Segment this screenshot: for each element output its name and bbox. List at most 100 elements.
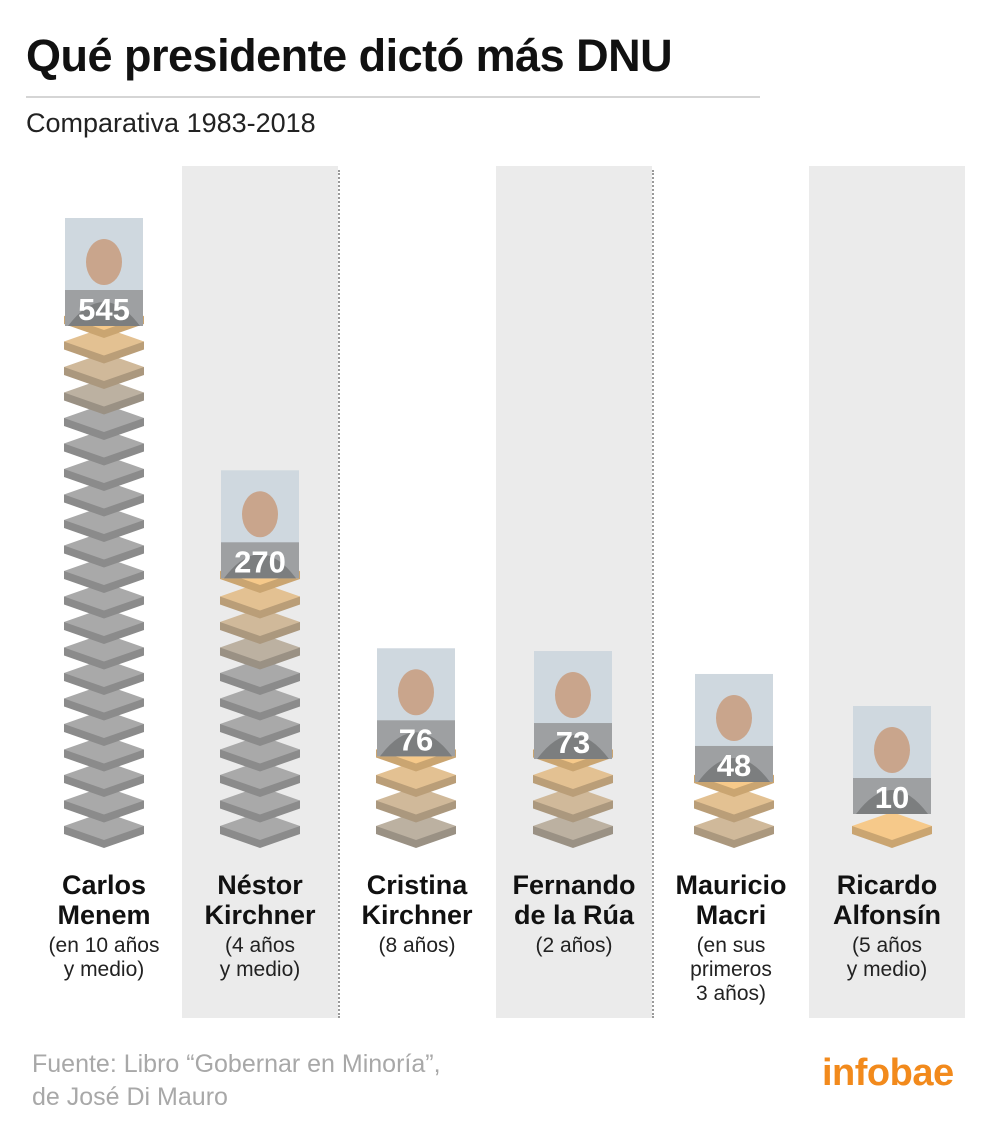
president-term-cristina-kirchner: (8 años) [339,934,495,958]
president-first-name: Cristina [366,870,468,900]
president-first-name: Mauricio [675,870,787,900]
president-first-name: Ricardo [836,870,938,900]
president-term-carlos-menem: (en 10 años y medio) [26,934,182,982]
dnu-layer [64,378,144,415]
dnu-layer [533,761,613,797]
dnu-layer [220,710,300,746]
president-term-mauricio-macri: (en sus primeros 3 años) [653,934,809,1006]
portrait-cristina-kirchner [377,648,455,757]
president-name-mauricio-macri: Mauricio Macri [653,870,809,930]
dnu-layer [64,327,144,364]
portrait-fernando-de-la-rua [534,651,612,760]
source-line: de José Di Mauro [32,1083,228,1111]
dnu-layer [220,761,300,797]
term-line: (4 años [224,934,296,957]
dnu-layer [64,761,144,797]
term-line: primeros [690,958,772,981]
president-last-name: de la Rúa [513,900,635,930]
source-note: Fuente: Libro “Gobernar en Minoría”, de … [32,1048,441,1114]
portrait-carlos-menem [65,218,143,326]
president-last-name: Alfonsín [833,900,941,930]
dnu-layer [64,480,144,517]
dnu-layer [376,812,456,848]
dnu-layer [220,786,300,823]
dnu-layer [220,608,300,644]
dnu-layer [64,531,144,568]
dnu-layer [64,404,144,440]
value-label-mauricio-macri: 48 [717,748,751,783]
dnu-layer [220,684,300,721]
president-last-name: Macri [695,900,767,930]
dnu-layer [64,735,144,772]
president-first-name: Néstor [217,870,303,900]
column-separator [652,170,654,1018]
column-band-ricardo [809,166,965,1018]
dnu-layer [64,786,144,823]
president-last-name: Kirchner [204,900,316,930]
dnu-layer [694,786,774,823]
dnu-layer [220,735,300,772]
dnu-layer [694,812,774,848]
term-line: (5 años [851,934,923,957]
president-term-ricardo-alfonsin: (5 años y medio) [809,934,965,982]
dnu-layer [64,659,144,695]
portrait-ricardo-alfonsin [853,706,931,814]
president-term-nestor-kirchner: (4 años y medio) [182,934,338,982]
president-name-carlos-menem: Carlos Menem [26,870,182,930]
dnu-layer [533,786,613,823]
term-line: y medio) [219,958,301,981]
dnu-layer [64,582,144,619]
dnu-layer [220,812,300,848]
term-line: (en 10 años [48,934,160,957]
value-label-nestor-kirchner: 270 [234,544,286,579]
president-name-cristina-kirchner: Cristina Kirchner [339,870,495,930]
term-line: y medio) [846,958,928,981]
president-name-fernando-de-la-rua: Fernando de la Rúa [496,870,652,930]
president-first-name: Carlos [61,870,147,900]
president-name-nestor-kirchner: Néstor Kirchner [182,870,338,930]
president-name-ricardo-alfonsin: Ricardo Alfonsín [809,870,965,930]
value-label-cristina-kirchner: 76 [399,722,433,757]
president-last-name: Menem [57,900,151,930]
president-term-fernando-de-la-rua: (2 años) [496,934,652,958]
dnu-layer [64,812,144,848]
bar-carlos-menem [64,302,144,848]
dnu-layer [220,659,300,695]
dnu-layer [64,684,144,721]
dnu-layer [64,429,144,466]
term-line: 3 años) [695,982,767,1005]
portrait-nestor-kirchner [221,470,299,579]
dnu-layer [220,633,300,670]
column-band-fernando [496,166,652,1018]
term-line: (8 años) [378,934,456,957]
chart-title: Qué presidente dictó más DNU [26,30,673,81]
dnu-layer [376,786,456,823]
term-line: y medio) [63,958,145,981]
source-line: Fuente: Libro “Gobernar en Minoría”, [32,1050,441,1078]
dnu-layer [533,812,613,848]
term-line: (en sus [696,934,766,957]
portrait-mauricio-macri [695,673,773,782]
bar-ricardo-alfonsin [852,812,932,848]
title-divider [26,96,760,98]
value-label-carlos-menem: 545 [78,292,130,327]
value-label-ricardo-alfonsin: 10 [875,780,909,815]
dnu-layer [64,353,144,389]
dnu-layer [220,582,300,619]
value-label-fernando-de-la-rua: 73 [556,725,590,760]
dnu-layer [64,506,144,542]
dnu-layer [64,633,144,670]
infobae-logo: infobae [822,1052,954,1094]
chart-subtitle: Comparativa 1983-2018 [26,108,316,138]
president-first-name: Fernando [512,870,636,900]
dnu-layer [64,608,144,644]
dnu-layer [852,812,932,848]
dnu-layer [64,557,144,593]
column-separator [338,170,340,1018]
term-line: (2 años) [535,934,613,957]
president-last-name: Kirchner [361,900,473,930]
dnu-layer [64,455,144,491]
bar-nestor-kirchner [220,557,300,848]
dnu-layer [376,761,456,797]
